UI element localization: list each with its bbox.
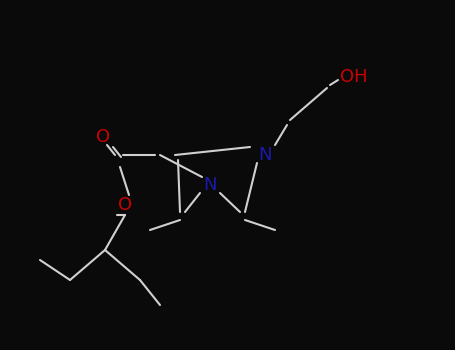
Text: N: N: [203, 176, 217, 194]
Text: N: N: [258, 146, 272, 164]
Text: OH: OH: [340, 68, 368, 86]
Text: O: O: [118, 196, 132, 214]
Text: O: O: [96, 128, 110, 146]
